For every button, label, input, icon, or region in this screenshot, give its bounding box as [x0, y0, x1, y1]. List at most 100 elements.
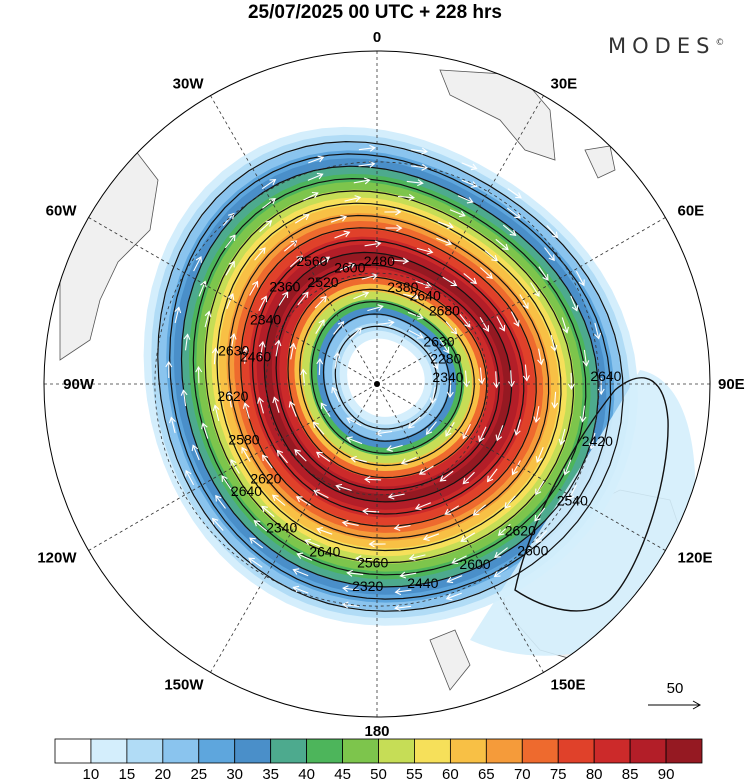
wind-vector [568, 484, 577, 501]
wind-vector [504, 495, 516, 509]
contour-label: 2560 [357, 555, 388, 571]
wind-vector [463, 272, 478, 285]
longitude-label: 150W [164, 677, 204, 694]
wind-vector [425, 421, 437, 435]
wind-vector [294, 449, 307, 462]
wind-vector [346, 436, 363, 445]
height-contour [251, 239, 525, 515]
wind-vector [535, 530, 548, 544]
wind-vector [289, 255, 303, 268]
contour-label: 2600 [517, 543, 548, 559]
height-contours [157, 140, 624, 612]
wind-vector [386, 444, 403, 452]
secondary-low [514, 377, 669, 612]
wind-vector [331, 386, 340, 402]
colorbar-label: 90 [658, 766, 675, 782]
wind-vector [478, 426, 487, 443]
wind-vector [320, 402, 331, 418]
wind-vector [582, 349, 590, 367]
colorbar-label: 10 [83, 766, 100, 782]
logo-text: MODES [608, 34, 716, 58]
contour-label: 2620 [217, 388, 248, 404]
wind-vector [249, 537, 264, 549]
wind-vector [588, 432, 596, 450]
wind-vector [261, 505, 275, 518]
wind-vector [394, 604, 412, 612]
wind-vector [530, 282, 540, 298]
wind-vector [262, 197, 276, 209]
colorbar-swatch [557, 738, 595, 764]
wind-vector [510, 311, 520, 327]
wind-vector [479, 267, 493, 280]
wind-vector [341, 519, 359, 527]
longitude-label: 120E [678, 550, 713, 567]
contour-label: 2420 [582, 433, 613, 449]
wind-vector [392, 257, 410, 265]
height-contour [228, 214, 550, 539]
longitude-label: 150E [551, 677, 586, 694]
wind-vector [538, 266, 549, 281]
longitude-label: 90W [63, 376, 95, 393]
contour-label: 2630 [218, 343, 249, 359]
reference-vector: 50 [648, 680, 702, 710]
wind-vector [355, 555, 373, 563]
contour-label: 2280 [430, 351, 461, 367]
wind-vector [315, 451, 331, 462]
wind-vector [567, 372, 575, 390]
wind-vector [399, 571, 417, 579]
colorbar-label: 80 [586, 766, 603, 782]
wind-vector [242, 402, 250, 419]
colorbar-label: 45 [334, 766, 351, 782]
wind-vector [558, 428, 566, 446]
wind-vector [446, 575, 463, 584]
wind-vector [346, 417, 362, 427]
contour-label: 2360 [269, 279, 300, 295]
wind-vector [211, 347, 219, 365]
contour-label: 2560 [296, 253, 327, 269]
wind-vector [225, 260, 235, 276]
wind-vector [339, 262, 356, 271]
logo-mark: © [715, 38, 725, 48]
longitude-labels: 0 30E 60E 90E 120E 150E 180 150W 120W 90W 60W 30W [37, 29, 744, 740]
wind-vector [514, 419, 522, 436]
wind-vector [535, 446, 544, 463]
longitude-label: 90E [718, 376, 745, 393]
wind-vector [212, 404, 220, 422]
wind-vector [353, 291, 370, 300]
wind-vector [537, 348, 545, 366]
height-contour [192, 177, 587, 576]
contour-label: 2620 [505, 522, 536, 538]
wind-vector [460, 532, 476, 542]
contour-label: 2680 [429, 303, 460, 319]
wind-vector [472, 504, 487, 516]
colorbar-swatch [162, 738, 200, 764]
wind-vector [368, 540, 386, 548]
reference-vector-head [692, 700, 702, 710]
wind-vector [407, 311, 424, 320]
wind-vector [493, 566, 509, 578]
wind-vector [308, 155, 325, 164]
wind-vector [272, 396, 280, 413]
wind-vector [377, 319, 395, 327]
wind-vector [406, 179, 424, 187]
wind-vector [461, 179, 478, 188]
wind-vector [416, 247, 434, 255]
wind-vector [496, 316, 506, 332]
wind-vector [445, 592, 462, 601]
wind-vector [533, 406, 541, 424]
wind-vector [335, 483, 352, 492]
wind-band [347, 338, 425, 417]
reference-vector-label: 50 [667, 680, 684, 697]
meridian-line [376, 383, 544, 673]
wind-vector [408, 554, 426, 561]
wind-vector [534, 507, 546, 522]
wind-vector [449, 209, 466, 218]
wind-vector [439, 470, 454, 482]
wind-vector [462, 423, 471, 440]
wind-vector [561, 317, 569, 334]
wind-vector [333, 351, 341, 369]
colorbar: 10 15 20 25 30 35 40 45 50 55 60 65 70 75 80 85 90 [54, 738, 703, 782]
secondary-low-contour [514, 377, 669, 612]
wind-vector [204, 310, 212, 328]
